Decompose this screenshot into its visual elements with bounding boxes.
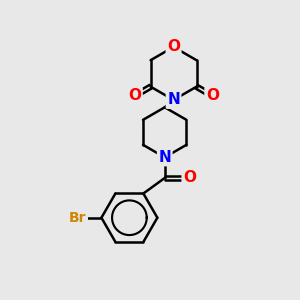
Text: O: O [128,88,141,103]
Text: O: O [183,170,196,185]
Text: N: N [167,92,180,107]
Text: O: O [206,88,219,103]
Text: O: O [167,39,180,54]
Text: N: N [158,150,171,165]
Text: Br: Br [69,211,87,225]
